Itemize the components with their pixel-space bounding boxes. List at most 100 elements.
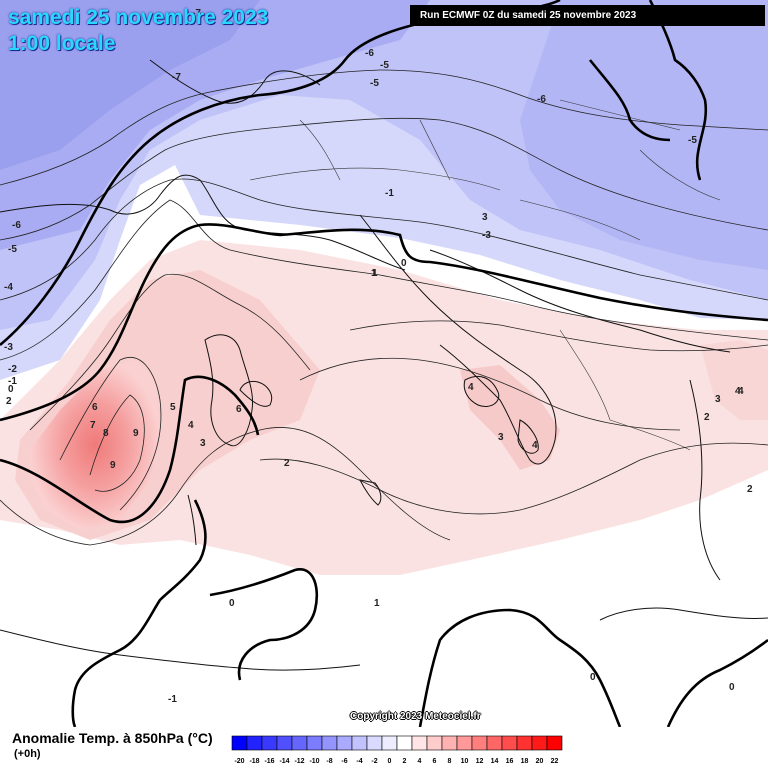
contour-label: 6 — [236, 404, 242, 415]
contour-label: 3 — [715, 394, 721, 405]
contour-label: 3 — [200, 438, 206, 449]
contour-label: 3 — [482, 212, 488, 223]
legend-swatch — [261, 735, 278, 751]
legend-swatch — [276, 735, 293, 751]
isolines — [0, 69, 768, 546]
legend-swatch — [291, 735, 308, 751]
legend-tick-label: 16 — [506, 758, 514, 765]
copyright-notice: Copyright 2023 Meteociel.fr — [350, 711, 481, 722]
contour-label: -3 — [482, 230, 491, 241]
legend-swatch — [426, 735, 443, 751]
forecast-local-time: 1:00 locale — [8, 32, 116, 55]
legend-swatch — [351, 735, 368, 751]
contour-label: 4 — [468, 382, 474, 393]
legend-swatch — [441, 735, 458, 751]
warm-region-italy-south — [460, 365, 560, 470]
legend-tick-label: -6 — [341, 758, 347, 765]
contour-label: -3 — [4, 342, 13, 353]
contour-labels: -7 -7 -6 -5 -5 -6 -5 -4 -3 -2 -1 0 2 3 4… — [4, 8, 753, 705]
legend-swatch — [486, 735, 503, 751]
legend-tick-label: -4 — [356, 758, 362, 765]
legend-tick-label: -10 — [309, 758, 319, 765]
legend-tick-label: 22 — [551, 758, 559, 765]
legend-tick-label: -12 — [294, 758, 304, 765]
contour-label: -5 — [370, 78, 379, 89]
legend-tick-label: 4 — [418, 758, 422, 765]
contour-label: 0 — [729, 682, 735, 693]
contour-label: -6 — [537, 94, 546, 105]
cold-region-nw-core — [0, 0, 260, 170]
contour-label: -5 — [8, 244, 17, 255]
contour-label: 0 — [401, 258, 407, 269]
legend-tick-label: 6 — [433, 758, 437, 765]
legend-swatch — [411, 735, 428, 751]
legend-tick-label: -20 — [234, 758, 244, 765]
legend-swatch — [336, 735, 353, 751]
color-scale-legend: -20 -18 -16 -14 -12 -10 -8 -6 -4 -2 0 2 4 6 8 10 12 14 16 1… — [231, 735, 563, 765]
map-footer: Anomalie Temp. à 850hPa (°C) (+0h) -20 -1… — [0, 727, 768, 768]
contour-label: 1 — [371, 268, 377, 279]
contour-label: -5 — [380, 60, 389, 71]
legend-swatch — [381, 735, 398, 751]
warm-region-east — [700, 340, 768, 420]
legend-tick-label: -18 — [249, 758, 259, 765]
legend-swatch — [231, 735, 248, 751]
legend-tick-label: 8 — [448, 758, 452, 765]
legend-swatch — [396, 735, 413, 751]
legend-tick-label: 0 — [388, 758, 392, 765]
contour-label: 2 — [284, 458, 290, 469]
legend-tick-label: 20 — [536, 758, 544, 765]
contour-label: -1 — [8, 376, 17, 387]
legend-swatch — [516, 735, 533, 751]
contour-label: 9 — [133, 428, 139, 439]
contour-label: 4 — [188, 420, 194, 431]
model-run-label: Run ECMWF 0Z du samedi 25 novembre 2023 — [410, 5, 765, 26]
contour-label: -1 — [385, 188, 394, 199]
legend-swatch — [456, 735, 473, 751]
contour-label: 6 — [92, 402, 98, 413]
contour-label: -6 — [365, 48, 374, 59]
contour-label: -2 — [8, 364, 17, 375]
contour-label: 5 — [170, 402, 176, 413]
borders — [249, 99, 721, 451]
legend-tick-label: 10 — [461, 758, 469, 765]
contour-label: 4 — [738, 386, 744, 397]
legend-swatch — [321, 735, 338, 751]
contour-label: 8 — [103, 428, 109, 439]
contour-label: 1 — [374, 598, 380, 609]
contour-label: 4 — [532, 440, 538, 451]
legend-tick-label: -14 — [279, 758, 289, 765]
contour-label: 2 — [704, 412, 710, 423]
contour-label: 2 — [747, 484, 753, 495]
legend-tick-label: -2 — [371, 758, 377, 765]
legend-swatch — [531, 735, 548, 751]
contour-label: -1 — [168, 694, 177, 705]
contour-label: 0 — [590, 672, 596, 683]
legend-swatch — [471, 735, 488, 751]
contour-label: 0 — [229, 598, 235, 609]
contour-label: -7 — [172, 72, 181, 83]
legend-swatch — [501, 735, 518, 751]
contour-label: 1 — [372, 268, 378, 279]
contour-label: 0 — [8, 384, 14, 395]
contour-label: 4 — [735, 386, 741, 397]
temperature-anomaly-map: -7 -7 -6 -5 -5 -6 -5 -4 -3 -2 -1 0 2 3 4… — [0, 0, 768, 727]
model-run-text: Run ECMWF 0Z du samedi 25 novembre 2023 — [420, 10, 637, 21]
contour-label: -5 — [688, 135, 697, 146]
lead-time: (+0h) — [14, 748, 41, 760]
contour-label: -7 — [192, 8, 201, 19]
legend-tick-label: -16 — [264, 758, 274, 765]
contour-label: 2 — [6, 396, 12, 407]
legend-tick-label: 14 — [491, 758, 499, 765]
contour-label: -6 — [12, 220, 21, 231]
contour-label: 7 — [90, 420, 96, 431]
legend-tick-label: 2 — [403, 758, 407, 765]
contour-label: 3 — [498, 432, 504, 443]
legend-swatch — [366, 735, 383, 751]
contour-label: 9 — [110, 460, 116, 471]
legend-swatch — [246, 735, 263, 751]
warm-region-core — [30, 360, 160, 530]
legend-swatch — [546, 735, 563, 751]
legend-tick-label: 12 — [476, 758, 484, 765]
legend-swatch — [306, 735, 323, 751]
